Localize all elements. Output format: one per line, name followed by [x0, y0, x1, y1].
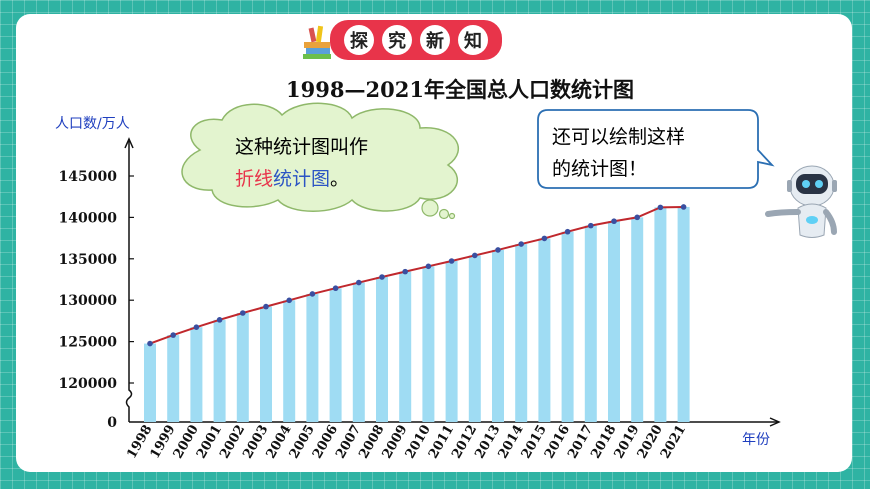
data-point [216, 317, 223, 323]
y-axis [125, 140, 133, 422]
header-char-4: 知 [458, 25, 488, 55]
bar [422, 266, 435, 422]
chart-bars [144, 206, 690, 422]
data-point [170, 332, 176, 338]
data-point [356, 279, 362, 286]
y-tick-label: 145000 [59, 169, 118, 185]
data-point [263, 303, 269, 310]
speech-bubble-right: 还可以绘制这样 的统计图！ [537, 109, 775, 189]
data-point [402, 268, 409, 275]
data-point [448, 258, 455, 264]
bar [236, 313, 249, 422]
bar [538, 238, 551, 422]
series-line [149, 205, 684, 345]
thought-bubble-left: 这种统计图叫作 折线统计图。 [181, 102, 460, 220]
y-tick-label: 0 [107, 415, 117, 431]
bubble-left-red: 折线 [235, 168, 273, 190]
bar [631, 217, 644, 422]
chart-line [147, 204, 687, 347]
data-point [564, 228, 571, 235]
bar [306, 293, 319, 422]
header-char-1: 探 [344, 25, 374, 55]
svg-text:折线统计图。: 折线统计图。 [235, 168, 349, 190]
bubble-right-line2: 的统计图！ [552, 158, 647, 180]
data-point [193, 324, 200, 330]
data-point [541, 235, 548, 242]
data-point [332, 285, 339, 292]
section-header: 探 究 新 知 [300, 20, 502, 60]
y-tick-label: 125000 [59, 335, 118, 351]
bubble-left-period: 。 [330, 168, 349, 190]
bar [190, 327, 203, 422]
data-point [588, 222, 594, 229]
bubble-left-line1: 这种统计图叫作 [235, 136, 368, 158]
x-axis-arrow [769, 417, 781, 427]
y-tick-label: 130000 [59, 293, 118, 309]
bar [515, 244, 528, 422]
chart-title: 1998—2021年全国总人口数统计图 [286, 77, 634, 102]
bar [329, 288, 342, 422]
data-point [495, 247, 501, 253]
y-axis-arrow [124, 137, 134, 149]
books-icon [303, 25, 331, 59]
data-point [286, 297, 293, 304]
robot-icon [765, 165, 837, 238]
header-char-3: 新 [420, 25, 450, 55]
bar [376, 276, 388, 422]
bubble-right-line1: 还可以绘制这样 [552, 126, 685, 148]
y-tick-label: 135000 [59, 252, 118, 268]
data-point [611, 218, 617, 225]
bar [677, 206, 690, 422]
y-tick-label: 120000 [59, 376, 118, 392]
x-axis-label: 年份 [742, 432, 770, 448]
data-point [680, 204, 687, 210]
bar [445, 260, 458, 422]
bar [283, 300, 296, 422]
bar [144, 343, 156, 422]
bar [399, 271, 412, 422]
bar [352, 282, 365, 422]
bar [492, 249, 504, 422]
data-point [309, 291, 316, 297]
bar [608, 221, 620, 422]
data-point [657, 204, 664, 211]
bar [468, 255, 481, 422]
data-point [518, 241, 524, 247]
y-axis-label: 人口数/万人 [55, 116, 130, 132]
data-point [379, 274, 385, 280]
bar [213, 319, 226, 422]
data-point [147, 340, 153, 347]
data-point [240, 310, 246, 316]
bar [561, 231, 574, 422]
bubble-left-blue: 统计图 [273, 168, 330, 190]
data-point [425, 263, 432, 270]
bar [584, 225, 597, 422]
data-point [472, 252, 478, 259]
bar [654, 207, 667, 422]
y-tick-label: 140000 [59, 210, 118, 226]
header-char-2: 究 [382, 25, 412, 55]
data-point [634, 214, 640, 221]
bar [167, 335, 180, 422]
bar [260, 306, 272, 422]
